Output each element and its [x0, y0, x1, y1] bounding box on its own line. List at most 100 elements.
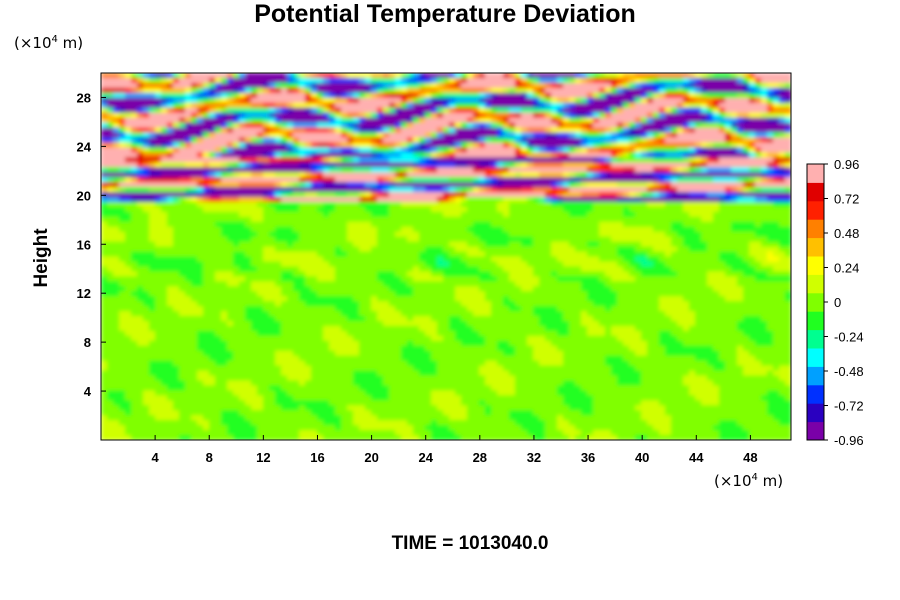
heatmap-cell — [503, 236, 510, 243]
heatmap-cell — [131, 276, 138, 282]
heatmap-cell — [221, 211, 228, 218]
heatmap-cell — [557, 132, 564, 139]
heatmap-cell — [713, 187, 720, 193]
heatmap-cell — [713, 221, 720, 228]
heatmap-cell — [179, 97, 186, 104]
heatmap-cell — [167, 192, 174, 198]
heatmap-cell — [611, 127, 618, 134]
heatmap-cell — [293, 87, 300, 94]
heatmap-cell — [383, 167, 390, 173]
heatmap-cell — [629, 73, 636, 79]
heatmap-cell — [263, 82, 270, 89]
heatmap-cell — [773, 73, 780, 79]
heatmap-cell — [407, 286, 414, 292]
heatmap-cell — [335, 142, 342, 148]
heatmap-cell — [239, 142, 246, 148]
heatmap-cell — [611, 102, 618, 109]
heatmap-cell — [641, 236, 648, 243]
heatmap-cell — [515, 256, 522, 263]
heatmap-cell — [473, 192, 480, 198]
heatmap-cell — [233, 87, 240, 94]
heatmap-cell — [365, 221, 372, 228]
heatmap-cell — [329, 167, 336, 173]
heatmap-cell — [497, 172, 504, 178]
heatmap-cell — [665, 236, 672, 243]
heatmap-cell — [563, 77, 570, 84]
heatmap-cell — [671, 157, 678, 163]
heatmap-cell — [191, 112, 198, 119]
heatmap-cell — [359, 172, 366, 178]
heatmap-cell — [611, 82, 618, 89]
heatmap-cell — [635, 196, 642, 203]
heatmap-cell — [449, 261, 456, 268]
heatmap-cell — [185, 261, 192, 268]
heatmap-cell — [563, 73, 570, 79]
heatmap-cell — [389, 216, 396, 223]
heatmap-cell — [185, 77, 192, 84]
heatmap-cell — [167, 271, 174, 277]
heatmap-cell — [353, 172, 360, 178]
heatmap-cell — [485, 162, 492, 168]
heatmap-cell — [557, 261, 564, 268]
heatmap-cell — [611, 77, 618, 84]
heatmap-cell — [185, 137, 192, 144]
heatmap-cell — [557, 73, 564, 79]
heatmap-cell — [707, 246, 714, 253]
heatmap-cell — [635, 201, 642, 208]
heatmap-cell — [533, 137, 540, 144]
heatmap-cell — [293, 172, 300, 178]
heatmap-cell — [581, 147, 588, 153]
heatmap-cell — [521, 271, 528, 277]
heatmap-cell — [263, 231, 270, 238]
heatmap-cell — [305, 281, 312, 287]
heatmap-cell — [671, 82, 678, 89]
heatmap-cell — [407, 167, 414, 173]
heatmap-cell — [767, 92, 774, 99]
heatmap-cell — [737, 201, 744, 208]
heatmap-cell — [569, 102, 576, 109]
heatmap-cell — [521, 167, 528, 173]
heatmap-cell — [647, 216, 654, 223]
heatmap-cell — [365, 117, 372, 124]
heatmap-cell — [539, 211, 546, 218]
heatmap-cell — [269, 246, 276, 253]
heatmap-cell — [317, 211, 324, 218]
heatmap-cell — [563, 187, 570, 193]
heatmap-cell — [767, 201, 774, 208]
heatmap-cell — [179, 87, 186, 94]
heatmap-cell — [419, 261, 426, 268]
heatmap-cell — [275, 162, 282, 168]
heatmap-cell — [161, 182, 168, 188]
heatmap-cell — [353, 246, 360, 253]
heatmap-cell — [581, 92, 588, 99]
heatmap-cell — [149, 112, 156, 119]
heatmap-cell — [203, 117, 210, 124]
heatmap-cell — [215, 92, 222, 99]
heatmap-cell — [587, 261, 594, 268]
heatmap-cell — [611, 256, 618, 263]
heatmap-cell — [665, 97, 672, 104]
heatmap-cell — [587, 216, 594, 223]
heatmap-cell — [281, 172, 288, 178]
heatmap-cell — [605, 276, 612, 282]
heatmap-cell — [269, 182, 276, 188]
heatmap-cell — [575, 102, 582, 109]
heatmap-cell — [179, 172, 186, 178]
heatmap-cell — [251, 92, 258, 99]
heatmap-cell — [143, 167, 150, 173]
heatmap-cell — [185, 246, 192, 253]
heatmap-cell — [539, 206, 546, 213]
heatmap-cell — [347, 157, 354, 163]
heatmap-cell — [257, 211, 264, 218]
heatmap-cell — [353, 177, 360, 183]
heatmap-cell — [113, 231, 120, 238]
heatmap-cell — [749, 112, 756, 119]
heatmap-cell — [491, 206, 498, 213]
heatmap-cell — [347, 261, 354, 268]
heatmap-cell — [335, 192, 342, 198]
heatmap-cell — [755, 246, 762, 253]
heatmap-cell — [377, 172, 384, 178]
heatmap-cell — [689, 147, 696, 153]
heatmap-cell — [155, 226, 162, 233]
heatmap-cell — [695, 196, 702, 203]
